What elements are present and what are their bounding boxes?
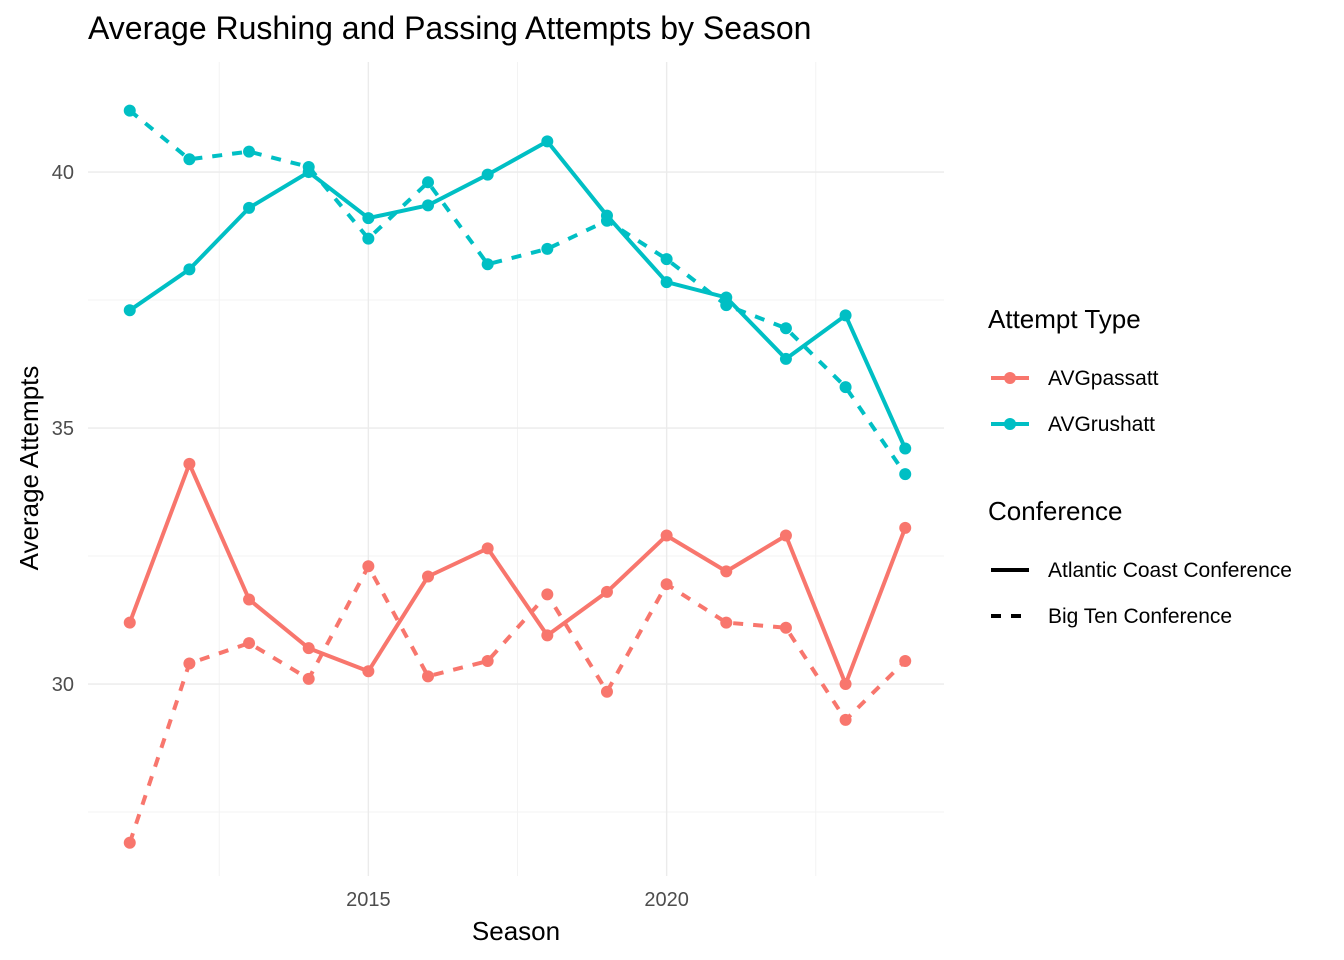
legend-conference: Conference Atlantic Coast Conference Big…	[988, 496, 1292, 641]
data-point-avgpassatt-atlantic-coast-conference	[899, 521, 912, 534]
data-point-avgrushatt-big-ten-conference	[839, 381, 852, 394]
y-axis-title: Average Attempts	[14, 366, 44, 571]
data-point-avgpassatt-atlantic-coast-conference	[720, 565, 733, 578]
minor-grid	[88, 62, 944, 876]
legend-item-big-ten: Big Ten Conference	[988, 595, 1232, 641]
data-point-avgrushatt-atlantic-coast-conference	[243, 201, 256, 214]
legend-label-atlantic-coast: Atlantic Coast Conference	[1048, 559, 1292, 582]
y-tick-label: 30	[52, 674, 74, 696]
data-point-avgrushatt-big-ten-conference	[362, 232, 375, 245]
x-axis-title: Season	[472, 916, 560, 946]
legend-item-avgpassatt: AVGpassatt	[988, 357, 1159, 403]
data-point-avgpassatt-atlantic-coast-conference	[660, 529, 673, 542]
series-line-avgrushatt-atlantic-coast-conference	[128, 139, 908, 450]
data-point-avgpassatt-big-ten-conference	[779, 621, 792, 634]
data-point-avgrushatt-atlantic-coast-conference	[481, 168, 494, 181]
series-line-avgpassatt-atlantic-coast-conference	[127, 461, 908, 686]
data-point-avgpassatt-atlantic-coast-conference	[123, 616, 136, 629]
data-point-avgpassatt-big-ten-conference	[720, 616, 733, 629]
data-point-avgpassatt-big-ten-conference	[422, 670, 435, 683]
data-point-avgpassatt-atlantic-coast-conference	[422, 570, 435, 583]
data-point-avgpassatt-big-ten-conference	[183, 657, 196, 670]
legend-attempt-type: Attempt Type AVGpassatt AVGrushatt	[988, 304, 1159, 449]
series-line-avgrushatt-big-ten-conference	[128, 109, 907, 476]
chart-title: Average Rushing and Passing Attempts by …	[88, 10, 812, 46]
data-point-avgpassatt-big-ten-conference	[541, 588, 554, 601]
data-point-avgrushatt-big-ten-conference	[183, 153, 196, 166]
data-point-avgrushatt-big-ten-conference	[779, 322, 792, 335]
legend-title-attempt-type: Attempt Type	[988, 304, 1141, 334]
x-tick-label: 2020	[644, 889, 689, 911]
data-point-avgrushatt-big-ten-conference	[600, 214, 613, 227]
data-point-avgrushatt-big-ten-conference	[660, 253, 673, 266]
legend-key-dashed-line	[991, 614, 1029, 618]
data-point-avgrushatt-atlantic-coast-conference	[362, 212, 375, 225]
data-point-avgpassatt-atlantic-coast-conference	[243, 593, 256, 606]
legend-item-atlantic-coast: Atlantic Coast Conference	[988, 549, 1292, 595]
legend-label-big-ten: Big Ten Conference	[1048, 605, 1233, 628]
data-point-avgrushatt-big-ten-conference	[243, 145, 256, 158]
data-point-avgrushatt-big-ten-conference	[422, 176, 435, 189]
legend-label-avgrushatt: AVGrushatt	[1048, 413, 1155, 436]
data-point-avgrushatt-big-ten-conference	[899, 468, 912, 481]
data-point-avgrushatt-big-ten-conference	[123, 104, 136, 117]
legend-label-avgpassatt: AVGpassatt	[1048, 367, 1159, 390]
legend-key-solid-line	[991, 568, 1029, 572]
y-tick-label: 35	[52, 418, 74, 440]
data-point-avgpassatt-big-ten-conference	[362, 560, 375, 573]
data-point-avgpassatt-atlantic-coast-conference	[839, 678, 852, 691]
data-point-avgpassatt-big-ten-conference	[660, 578, 673, 591]
legend-item-avgrushatt: AVGrushatt	[988, 403, 1155, 449]
data-point-avgpassatt-big-ten-conference	[839, 713, 852, 726]
data-point-avgrushatt-big-ten-conference	[481, 258, 494, 271]
data-point-avgrushatt-big-ten-conference	[541, 242, 554, 255]
data-point-avgrushatt-big-ten-conference	[720, 299, 733, 312]
axis-layer: 2015 2020 30 35 40	[52, 162, 689, 911]
data-point-avgpassatt-atlantic-coast-conference	[183, 457, 196, 470]
y-tick-label: 40	[52, 162, 74, 184]
series-layer	[123, 104, 912, 849]
data-point-avgpassatt-big-ten-conference	[243, 637, 256, 650]
data-point-avgpassatt-big-ten-conference	[123, 836, 136, 849]
data-point-avgpassatt-atlantic-coast-conference	[779, 529, 792, 542]
data-point-avgrushatt-atlantic-coast-conference	[541, 135, 554, 148]
data-point-avgrushatt-atlantic-coast-conference	[422, 199, 435, 212]
legend-key-avgrushatt	[991, 418, 1029, 430]
data-point-avgpassatt-atlantic-coast-conference	[302, 642, 315, 655]
data-point-avgpassatt-atlantic-coast-conference	[600, 585, 613, 598]
data-point-avgrushatt-big-ten-conference	[302, 160, 315, 173]
x-tick-label: 2015	[346, 889, 391, 911]
series-line-avgpassatt-big-ten-conference	[127, 564, 907, 844]
data-point-avgpassatt-big-ten-conference	[899, 654, 912, 667]
data-point-avgpassatt-big-ten-conference	[481, 654, 494, 667]
legend-key-avgpassatt	[991, 372, 1029, 384]
data-point-avgrushatt-atlantic-coast-conference	[839, 309, 852, 322]
legend-title-conference: Conference	[988, 496, 1123, 526]
data-point-avgrushatt-atlantic-coast-conference	[123, 304, 136, 317]
data-point-avgrushatt-atlantic-coast-conference	[183, 263, 196, 276]
data-point-avgrushatt-atlantic-coast-conference	[899, 442, 912, 455]
data-point-avgpassatt-atlantic-coast-conference	[481, 542, 494, 555]
data-point-avgpassatt-big-ten-conference	[600, 685, 613, 698]
major-grid	[88, 62, 944, 876]
data-point-avgrushatt-atlantic-coast-conference	[779, 352, 792, 365]
data-point-avgrushatt-atlantic-coast-conference	[660, 276, 673, 289]
data-point-avgpassatt-atlantic-coast-conference	[362, 665, 375, 678]
data-point-avgpassatt-big-ten-conference	[302, 672, 315, 685]
data-point-avgpassatt-atlantic-coast-conference	[541, 629, 554, 642]
